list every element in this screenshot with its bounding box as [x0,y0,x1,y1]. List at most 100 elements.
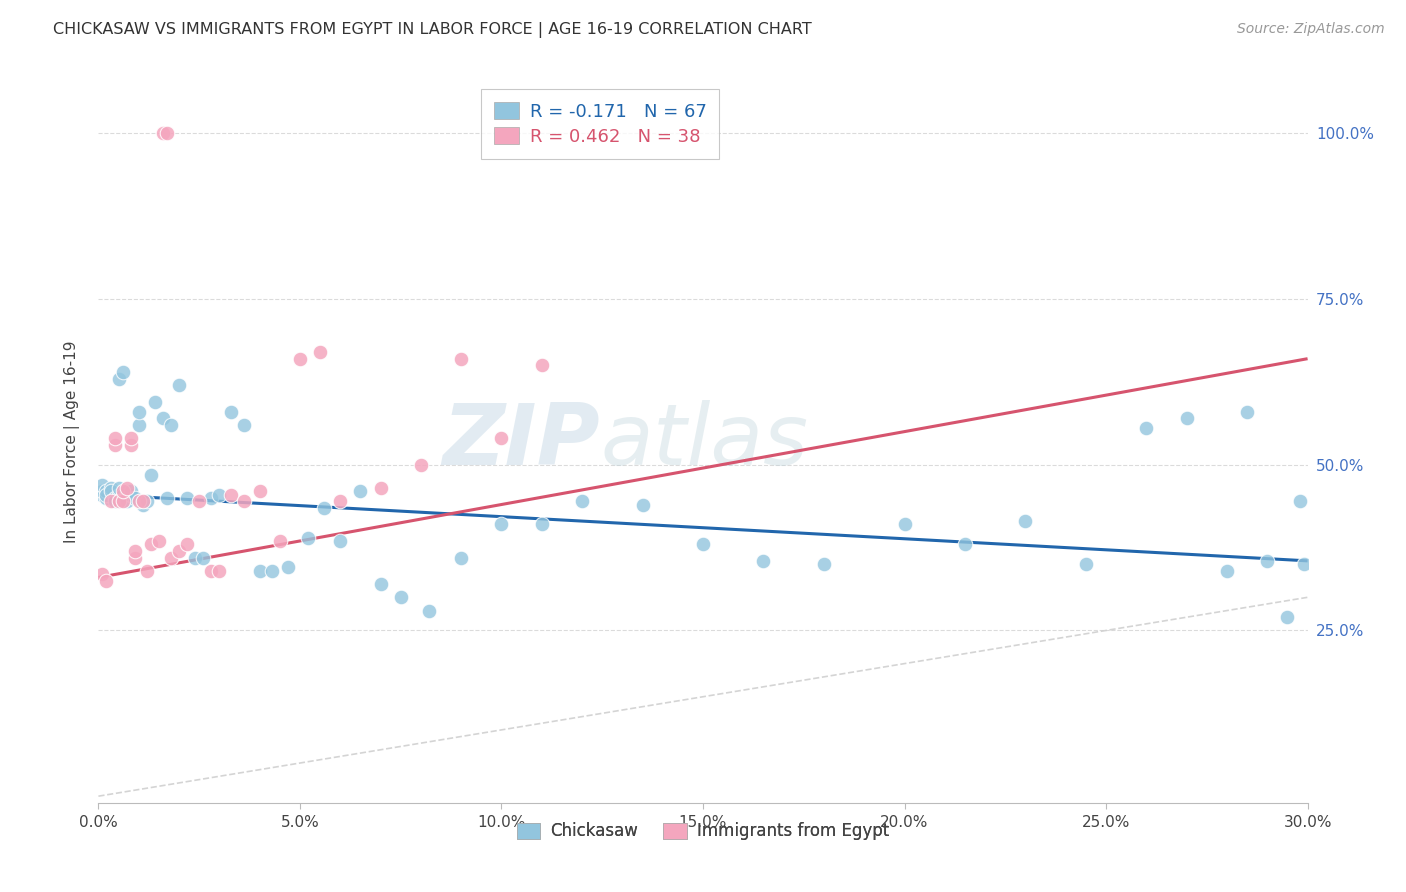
Point [1256,554,1278,568]
Point [953,537,976,551]
Point [1135,421,1157,435]
Point [232,494,254,508]
Legend: Chickasaw, Immigrants from Egypt: Chickasaw, Immigrants from Egypt [509,814,897,848]
Point [115,481,138,495]
Point [530,517,553,532]
Point [120,431,142,445]
Point [167,378,190,392]
Point [96,574,118,588]
Point [491,431,513,445]
Point [1288,494,1310,508]
Point [349,484,371,499]
Point [1292,557,1315,571]
Point [200,564,222,578]
Point [107,487,129,501]
Point [208,487,231,501]
Point [329,533,352,548]
Point [893,517,915,532]
Point [418,603,440,617]
Point [120,484,142,499]
Point [100,484,122,499]
Point [139,467,162,482]
Point [107,494,129,508]
Point [100,494,122,508]
Point [813,557,835,571]
Point [1074,557,1097,571]
Point [124,544,146,558]
Point [450,351,472,366]
Text: ZIP: ZIP [443,400,600,483]
Point [111,494,134,508]
Point [232,417,254,432]
Point [571,494,593,508]
Point [309,345,332,359]
Point [152,126,174,140]
Point [120,438,142,452]
Point [288,351,311,366]
Point [184,550,207,565]
Point [111,365,134,379]
Point [1175,411,1198,425]
Point [91,484,114,499]
Point [314,500,336,515]
Point [91,487,114,501]
Point [128,494,150,508]
Point [103,438,125,452]
Point [370,577,392,591]
Point [389,591,412,605]
Point [160,550,183,565]
Point [111,484,134,499]
Point [124,550,146,565]
Point [128,417,150,432]
Point [107,481,129,495]
Point [1277,610,1299,624]
Point [329,494,352,508]
Point [297,531,319,545]
Point [124,491,146,505]
Point [96,484,118,499]
Point [135,564,157,578]
Text: Source: ZipAtlas.com: Source: ZipAtlas.com [1237,22,1385,37]
Point [1014,514,1036,528]
Point [111,487,134,501]
Point [221,487,243,501]
Point [208,564,231,578]
Point [409,458,432,472]
Point [450,550,472,565]
Point [1236,405,1258,419]
Point [115,494,138,508]
Point [530,359,553,373]
Point [176,491,198,505]
Point [139,537,162,551]
Point [128,405,150,419]
Point [692,537,714,551]
Point [221,405,243,419]
Point [103,494,125,508]
Point [193,550,215,565]
Point [200,491,222,505]
Point [96,491,118,505]
Point [115,484,138,499]
Point [152,411,174,425]
Point [1216,564,1239,578]
Text: atlas: atlas [600,400,808,483]
Point [103,491,125,505]
Point [143,394,166,409]
Point [132,498,155,512]
Point [249,484,271,499]
Point [156,491,179,505]
Point [752,554,775,568]
Point [135,494,157,508]
Point [100,481,122,495]
Point [269,533,291,548]
Point [120,487,142,501]
Point [370,481,392,495]
Y-axis label: In Labor Force | Age 16-19: In Labor Force | Age 16-19 [63,340,80,543]
Point [167,544,190,558]
Point [249,564,271,578]
Point [176,537,198,551]
Point [277,560,299,574]
Point [107,371,129,385]
Point [491,517,513,532]
Point [148,533,170,548]
